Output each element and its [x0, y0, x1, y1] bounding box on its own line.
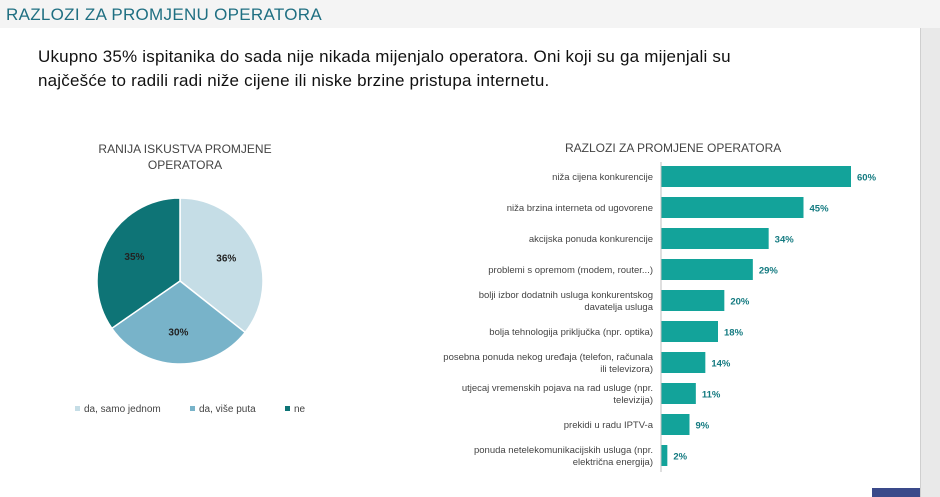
bar-category-label-line: ili televizora) — [600, 364, 653, 375]
bar-category-label: bolja tehnologija priključka (npr. optik… — [489, 327, 653, 338]
bar-category-label-line: bolji izbor dodatnih usluga konkurentsko… — [479, 290, 653, 301]
bar-value-label: 11% — [702, 390, 721, 401]
bar-category-label-line: problemi s opremom (modem, router...) — [488, 265, 653, 276]
bar — [661, 445, 668, 466]
intro-line-2: najčešće to radili radi niže cijene ili … — [38, 71, 550, 90]
bar-value-label: 14% — [711, 359, 731, 370]
bar-category-label-line: prekidi u radu IPTV-a — [564, 420, 654, 431]
pie-title-line-1: RANIJA ISKUSTVA PROMJENE — [98, 142, 272, 156]
bar — [661, 414, 690, 435]
pie-slice — [110, 280, 247, 365]
bar — [661, 166, 851, 187]
pie-slice-label: 35% — [124, 252, 144, 263]
header-bar: RAZLOZI ZA PROMJENU OPERATORA — [0, 0, 940, 28]
bar-category-label: problemi s opremom (modem, router...) — [488, 265, 653, 276]
bar-value-label: 2% — [673, 452, 687, 463]
bar-value-label: 9% — [696, 421, 710, 432]
pie-slice — [96, 197, 181, 330]
bar-category-label: utjecaj vremenskih pojava na rad usluge … — [462, 383, 653, 406]
bar-value-label: 18% — [724, 328, 744, 339]
bar-category-label-line: posebna ponuda nekog uređaja (telefon, r… — [443, 352, 653, 363]
pie-chart-title: RANIJA ISKUSTVA PROMJENE OPERATORA — [80, 141, 290, 173]
window-edge — [920, 28, 940, 497]
bar — [661, 197, 804, 218]
bar-category-label-line: davatelja usluga — [584, 302, 653, 313]
bar-category-label-line: akcijska ponuda konkurencije — [529, 234, 653, 245]
bar-category-label: bolji izbor dodatnih usluga konkurentsko… — [479, 290, 654, 313]
bar — [661, 228, 769, 249]
bar-category-label-line: električna energija) — [573, 457, 653, 468]
bar-category-label: niža brzina interneta od ugovorene — [507, 203, 653, 214]
bar — [661, 290, 725, 311]
corner-logo — [872, 488, 920, 497]
bar-value-label: 45% — [810, 204, 830, 215]
pie-slice — [179, 197, 264, 334]
bar-category-label-line: utjecaj vremenskih pojava na rad usluge … — [462, 383, 653, 394]
pie-slice-label: 36% — [216, 254, 236, 265]
bar-chart-title: RAZLOZI ZA PROMJENE OPERATORA — [565, 141, 782, 155]
bar-category-label-line: niža brzina interneta od ugovorene — [507, 203, 653, 214]
legend-swatch — [75, 406, 80, 411]
pie-title-line-2: OPERATORA — [147, 158, 223, 172]
bar-value-label: 34% — [775, 235, 795, 246]
bar-category-label-line: niža cijena konkurencije — [552, 172, 653, 183]
bar-category-label-line: bolja tehnologija priključka (npr. optik… — [489, 327, 653, 338]
bar — [661, 259, 753, 280]
bar-category-label: posebna ponuda nekog uređaja (telefon, r… — [443, 352, 653, 375]
page-title: RAZLOZI ZA PROMJENU OPERATORA — [6, 5, 323, 24]
bar-category-label-line: ponuda netelekomunikacijskih usluga (npr… — [474, 445, 653, 456]
bar-category-label: akcijska ponuda konkurencije — [529, 234, 653, 245]
legend-label: da, više puta — [199, 404, 256, 415]
bar-category-label: ponuda netelekomunikacijskih usluga (npr… — [474, 445, 653, 468]
legend-swatch — [190, 406, 195, 411]
intro-text: Ukupno 35% ispitanika do sada nije nikad… — [38, 45, 868, 93]
bar — [661, 321, 718, 342]
bar-category-label-line: televizija) — [613, 395, 653, 406]
intro-line-1: Ukupno 35% ispitanika do sada nije nikad… — [38, 47, 731, 66]
bar-value-label: 29% — [759, 266, 779, 277]
legend-label: ne — [294, 404, 306, 415]
bar-value-label: 60% — [857, 173, 877, 184]
bar — [661, 383, 696, 404]
pie-slice-label: 30% — [168, 327, 188, 338]
bar-value-label: 20% — [730, 297, 750, 308]
bar — [661, 352, 706, 373]
legend-label: da, samo jednom — [84, 404, 161, 415]
legend-swatch — [285, 406, 290, 411]
bar-category-label: niža cijena konkurencije — [552, 172, 653, 183]
bar-category-label: prekidi u radu IPTV-a — [564, 420, 654, 431]
